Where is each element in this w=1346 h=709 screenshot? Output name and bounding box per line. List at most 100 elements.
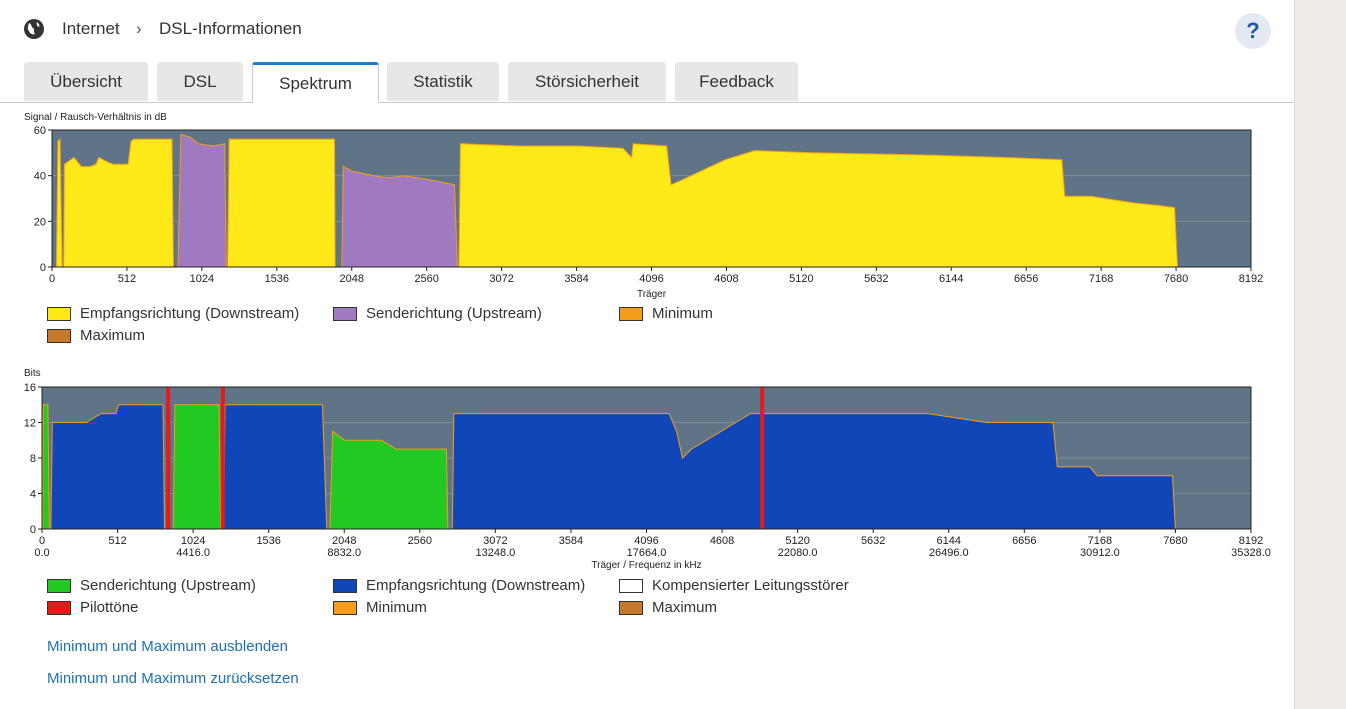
tab-spektrum[interactable]: Spektrum [252, 62, 379, 103]
hide-minmax-link[interactable]: Minimum und Maximum ausblenden [47, 638, 288, 655]
x-tick-label: 7168 [1089, 273, 1113, 285]
legend-label: Maximum [652, 599, 718, 616]
legend-swatch [619, 579, 643, 593]
main-panel: Internet › DSL-Informationen ? Übersicht… [0, 0, 1294, 709]
x-tick-label: 6144 [939, 273, 963, 285]
breadcrumb-dsl-info: DSL-Informationen [159, 19, 302, 38]
x-tick-label: 7680 [1163, 535, 1187, 547]
legend-swatch [333, 601, 357, 615]
legend-label: Pilottöne [80, 599, 139, 616]
x-tick2-label: 4416.0 [176, 547, 210, 559]
right-scroll-area [1294, 0, 1346, 709]
series-area [341, 165, 458, 268]
breadcrumb-internet[interactable]: Internet [62, 19, 120, 38]
x-tick-label: 7680 [1164, 273, 1188, 285]
x-tick-label: 1536 [265, 273, 289, 285]
x-tick-label: 5120 [785, 535, 809, 547]
x-tick2-label: 22080.0 [778, 547, 818, 559]
legend-label: Minimum [652, 305, 713, 322]
x-tick-label: 1536 [256, 535, 280, 547]
legend-swatch [47, 601, 71, 615]
legend-label: Empfangsrichtung (Downstream) [80, 305, 300, 322]
tab-dsl[interactable]: DSL [157, 62, 243, 101]
x-tick-label: 4096 [634, 535, 658, 547]
tab-statistik[interactable]: Statistik [387, 62, 499, 101]
x-tick-label: 5632 [864, 273, 888, 285]
x-tick-label: 8192 [1239, 535, 1263, 547]
legend-swatch [333, 579, 357, 593]
legend-label: Kompensierter Leitungsstörer [652, 577, 849, 594]
pilot-tone-bar [166, 387, 171, 529]
x-tick2-label: 30912.0 [1080, 547, 1120, 559]
x-tick-label: 4608 [714, 273, 738, 285]
series-area [42, 404, 50, 530]
series-area [50, 404, 166, 530]
legend-swatch [47, 307, 71, 321]
y-tick-label: 60 [34, 125, 46, 137]
legend-swatch [619, 601, 643, 615]
y-tick-label: 0 [30, 524, 36, 536]
legend-label: Minimum [366, 599, 427, 616]
x-tick-label: 6144 [937, 535, 961, 547]
x-tick2-label: 0.0 [34, 547, 49, 559]
series-area [451, 413, 1176, 530]
x-tick-label: 2560 [408, 535, 432, 547]
legend-label: Empfangsrichtung (Downstream) [366, 577, 586, 594]
globe-icon [24, 19, 44, 39]
x-tick-label: 3584 [559, 535, 583, 547]
x-tick-label: 7168 [1088, 535, 1112, 547]
series-area [222, 404, 328, 530]
x-tick-label: 3072 [483, 535, 507, 547]
x-tick-label: 0 [49, 273, 55, 285]
x-tick-label: 2560 [414, 273, 438, 285]
legend-swatch [333, 307, 357, 321]
tab-uebersicht[interactable]: Übersicht [24, 62, 148, 101]
tab-feedback[interactable]: Feedback [675, 62, 798, 101]
x-tick-label: 3584 [564, 273, 588, 285]
x-tick-label: 2048 [332, 535, 356, 547]
x-tick-label: 6656 [1012, 535, 1036, 547]
y-tick-label: 12 [24, 418, 36, 430]
legend-label: Maximum [80, 327, 146, 344]
y-axis-label: Bits [24, 368, 41, 379]
x-tick-label: 4608 [710, 535, 734, 547]
y-axis-label: Signal / Rausch-Verhältnis in dB [24, 112, 167, 123]
legend-swatch [619, 307, 643, 321]
legend-swatch [47, 329, 71, 343]
x-axis-label: Träger / Frequenz in kHz [591, 560, 701, 571]
breadcrumb-separator: › [136, 19, 142, 38]
x-tick2-label: 17664.0 [627, 547, 667, 559]
x-tick2-label: 13248.0 [475, 547, 515, 559]
legend-swatch [47, 579, 71, 593]
x-tick-label: 5632 [861, 535, 885, 547]
tab-bar: Übersicht DSL Spektrum Statistik Störsic… [0, 62, 1294, 103]
x-tick-label: 512 [108, 535, 126, 547]
pilot-tone-bar [220, 387, 225, 529]
series-area [172, 404, 222, 530]
x-tick-label: 4096 [639, 273, 663, 285]
y-tick-label: 40 [34, 171, 46, 183]
page-header: Internet › DSL-Informationen ? [0, 0, 1294, 60]
x-tick-label: 512 [118, 273, 136, 285]
pilot-tone-bar [760, 387, 765, 529]
series-area [63, 138, 175, 268]
x-axis-label: Träger [637, 289, 667, 300]
x-tick-label: 2048 [340, 273, 364, 285]
x-tick-label: 5120 [789, 273, 813, 285]
y-tick-label: 8 [30, 453, 36, 465]
x-tick-label: 1024 [190, 273, 214, 285]
tab-stoersicherheit[interactable]: Störsicherheit [508, 62, 666, 101]
y-tick-label: 4 [30, 489, 36, 501]
x-tick2-label: 26496.0 [929, 547, 969, 559]
y-tick-label: 0 [40, 262, 46, 274]
x-tick-label: 1024 [181, 535, 205, 547]
reset-minmax-link[interactable]: Minimum und Maximum zurücksetzen [47, 670, 299, 687]
y-tick-label: 16 [24, 382, 36, 394]
x-tick2-label: 8832.0 [327, 547, 361, 559]
help-button[interactable]: ? [1235, 13, 1271, 49]
series-area [177, 133, 227, 268]
bits-chart: 0 4 8 12 16 0 512 1024 1536 2048 2560 3072 3584 4096 4… [24, 368, 1271, 571]
series-area [329, 430, 449, 530]
x-tick2-label: 35328.0 [1231, 547, 1271, 559]
y-tick-label: 20 [34, 216, 46, 228]
